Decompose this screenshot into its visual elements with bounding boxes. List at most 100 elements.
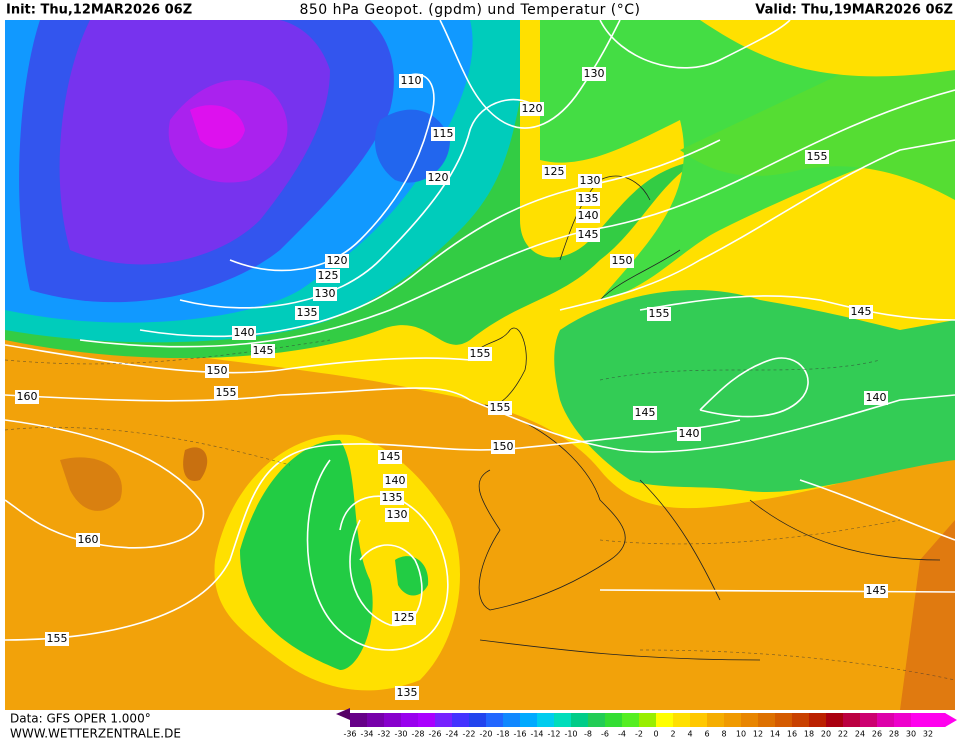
contour-label: 150 [207,364,228,377]
website: WWW.WETTERZENTRALE.DE [10,727,181,741]
contour-label-bg [76,533,100,547]
contour-label: 135 [397,686,418,699]
colorbar-swatch [894,713,912,727]
colorbar-label: -32 [377,730,390,739]
colorbar-swatch [877,713,895,727]
contour-label: 125 [318,269,339,282]
colorbar-label: 20 [821,730,831,739]
colorbar-label: 2 [670,730,675,739]
colorbar-label: 26 [872,730,882,739]
colorbar-swatch [758,713,776,727]
colorbar-swatch [605,713,623,727]
colorbar-swatch [639,713,657,727]
contour-label: 115 [433,127,454,140]
colorbar-label: -26 [428,730,441,739]
contour-label-bg [864,584,888,598]
contour-label-bg [232,326,256,340]
contour-label: 145 [380,450,401,463]
contour-label: 160 [17,390,38,403]
colorbar-label: 28 [889,730,899,739]
contour-label: 110 [401,74,422,87]
contour-label: 140 [679,427,700,440]
contour-label-bg [864,391,888,405]
contour-label: 120 [522,102,543,115]
contour-label-bg [295,306,319,320]
colorbar-label: -20 [479,730,492,739]
contour-label-bg [520,102,544,116]
contour-label: 155 [649,307,670,320]
contour-label-bg [576,209,600,223]
colorbar-label: 8 [721,730,726,739]
colorbar-label: 18 [804,730,814,739]
colorbar-swatch [843,713,861,727]
data-source: Data: GFS OPER 1.000° [10,712,151,726]
colorbar-swatch [469,713,487,727]
colorbar-label: 0 [653,730,658,739]
contour-label: 155 [807,150,828,163]
contour-label-bg [251,344,275,358]
colorbar-label: -22 [462,730,475,739]
colorbar-swatch [928,713,946,727]
colorbar-swatch [503,713,521,727]
colorbar-swatch [792,713,810,727]
contour-label-bg [582,67,606,81]
contour-label: 130 [387,508,408,521]
contour-label: 145 [578,228,599,241]
colorbar-swatch [690,713,708,727]
colorbar-swatch [911,713,929,727]
colorbar-label: 30 [906,730,916,739]
contour-label-bg [205,364,229,378]
contour-label: 145 [866,584,887,597]
colorbar-end [945,713,957,727]
colorbar-label: 6 [704,730,709,739]
valid-time: Valid: Thu,19MAR2026 06Z [755,3,953,18]
contour-label: 155 [470,347,491,360]
contour-label: 155 [216,386,237,399]
colorbar-swatch [571,713,589,727]
colorbar-label: -28 [411,730,424,739]
contour-label-bg [15,390,39,404]
colorbar-swatch [401,713,419,727]
colorbar-swatch [435,713,453,727]
contour-label-bg [647,307,671,321]
colorbar-swatch [418,713,436,727]
colorbar-label: -8 [584,730,592,739]
contour-label: 160 [78,533,99,546]
contour-label-bg [316,269,340,283]
colorbar-label: -10 [564,730,577,739]
title: 850 hPa Geopot. (gpdm) und Temperatur (°… [299,2,640,18]
map [5,20,955,710]
contour-label-bg [399,74,423,88]
colorbar-label: 10 [736,730,746,739]
colorbar-label: -16 [513,730,526,739]
contour-label-bg [45,632,69,646]
contour-label-bg [677,427,701,441]
colorbar-label: -34 [360,730,373,739]
contour-label-bg [426,171,450,185]
contour-label-bg [325,254,349,268]
colorbar-label: 24 [855,730,865,739]
contour-labels: 110 115 120 120 130 125 130 135 140 145 150 155 155 1… [15,67,888,700]
contour-label: 150 [493,440,514,453]
contour-label-bg [395,686,419,700]
colorbar-swatch [486,713,504,727]
colorbar-swatch [520,713,538,727]
contour-label: 145 [851,305,872,318]
contour-label: 130 [584,67,605,80]
colorbar-label: -2 [635,730,643,739]
contour-label-bg [849,305,873,319]
colorbar-swatch [384,713,402,727]
contour-label: 135 [578,192,599,205]
contour-label: 150 [612,254,633,267]
contour-label-bg [576,192,600,206]
colorbar-swatch [537,713,555,727]
contour-label-bg [378,450,402,464]
colorbar-swatch [622,713,640,727]
colorbar-label: 14 [770,730,780,739]
contour-label: 120 [327,254,348,267]
contour-label-bg [633,406,657,420]
contour-label-bg [313,287,337,301]
colorbar-label: -30 [394,730,407,739]
colorbar-swatch [809,713,827,727]
contour-label: 155 [490,401,511,414]
